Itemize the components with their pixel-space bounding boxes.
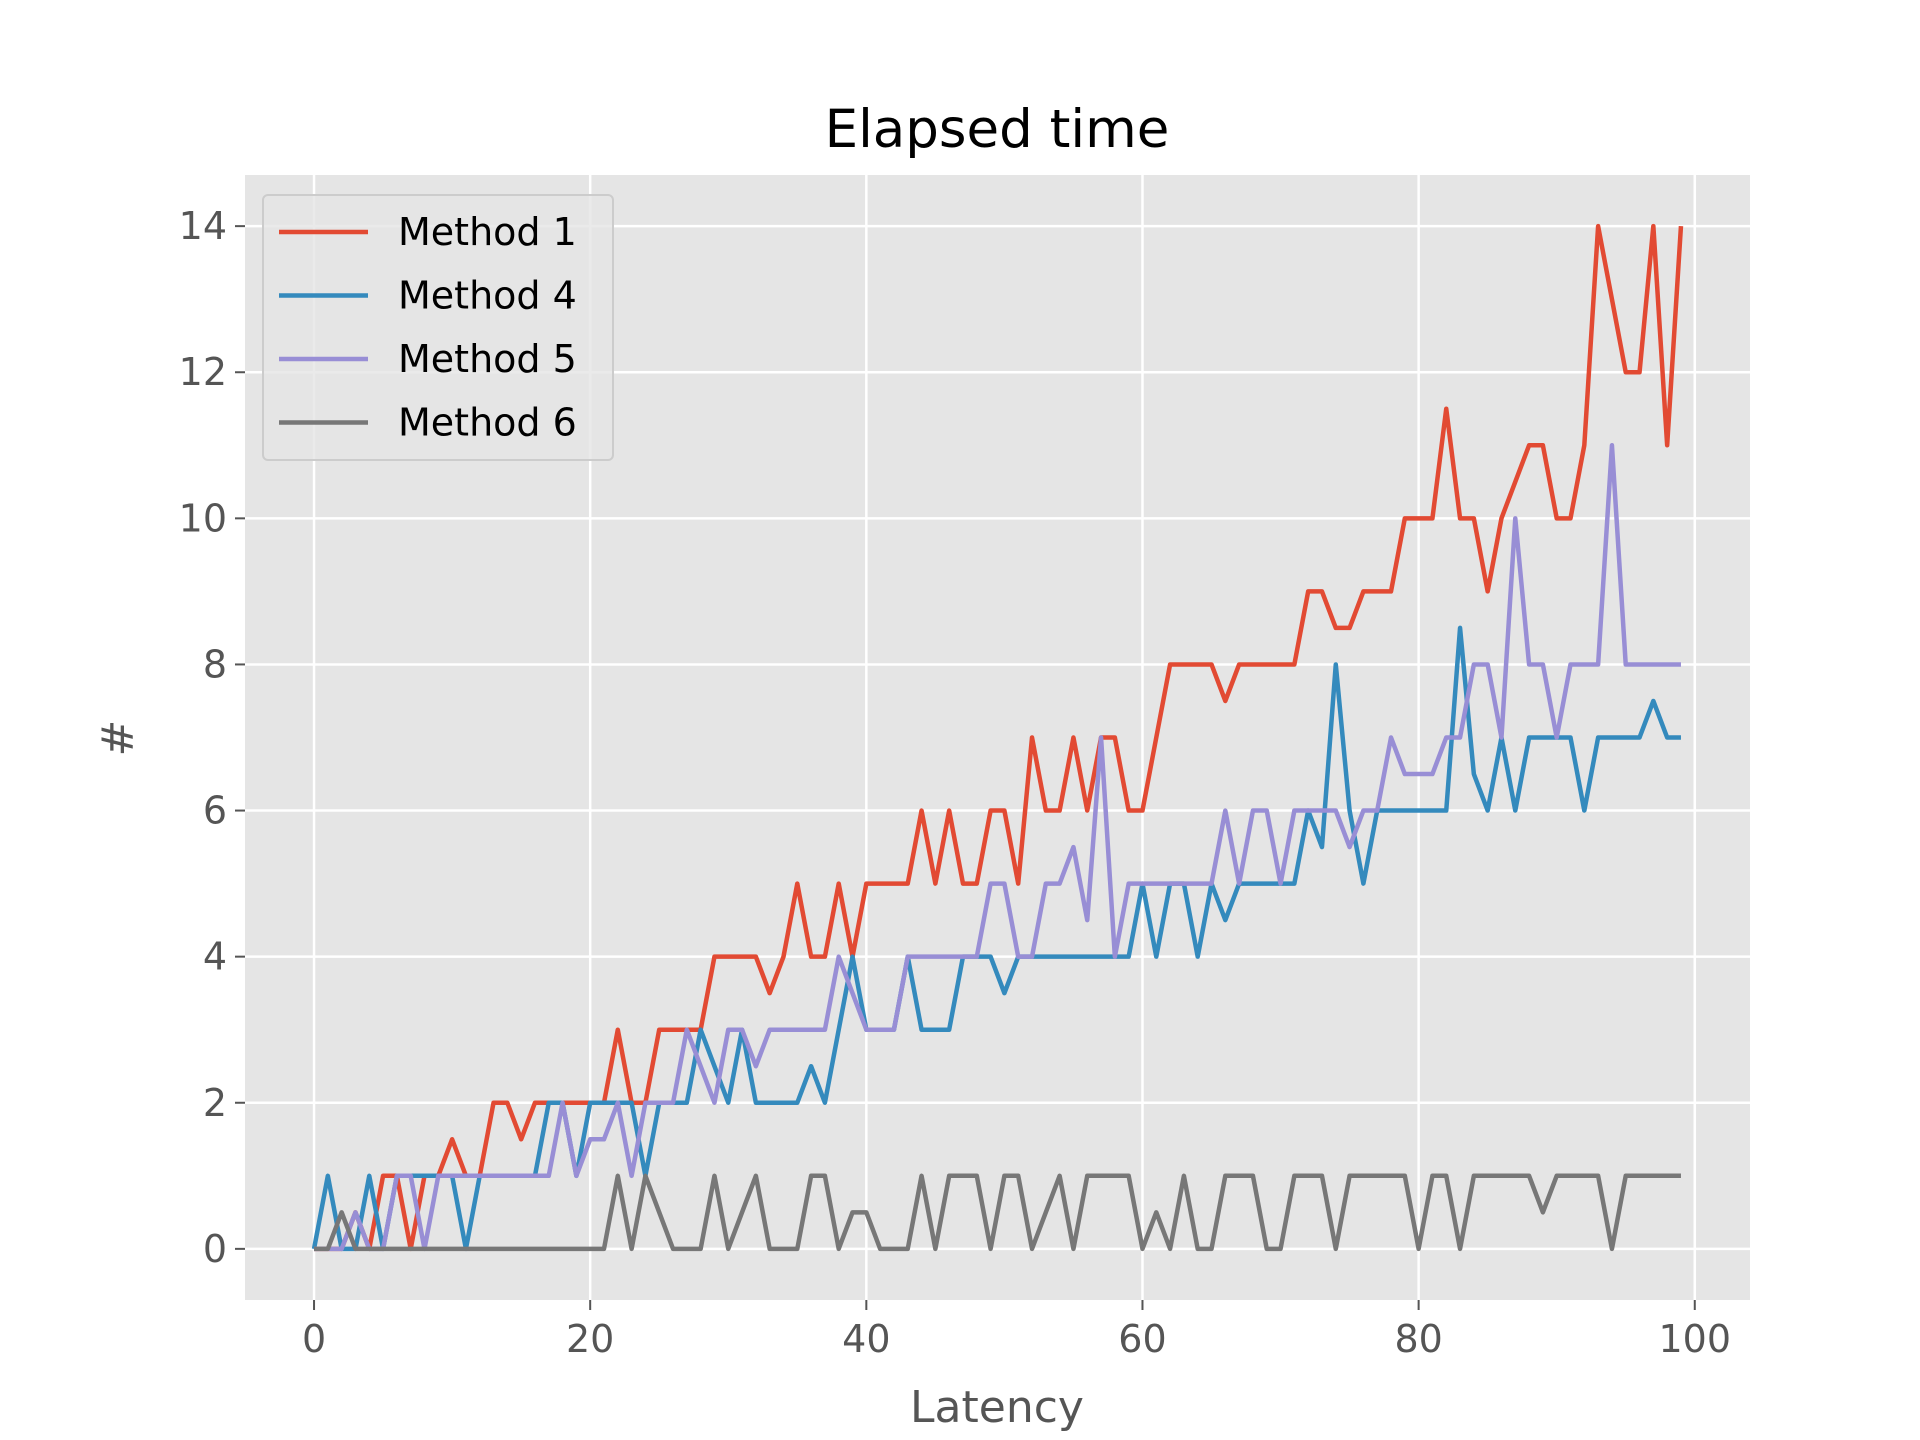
- axis-ticks: 0 20 40 60 80 100 0 2 4 6 8 10 12 14: [179, 204, 1731, 1361]
- x-tick-label: 20: [566, 1317, 614, 1361]
- y-tick-label: 4: [203, 935, 227, 979]
- x-tick-label: 60: [1118, 1317, 1166, 1361]
- series-lines: [311, 223, 1684, 1252]
- series-line-method-1: [314, 223, 1684, 1252]
- chart-title: Elapsed time: [825, 99, 1170, 160]
- y-tick-label: 2: [203, 1081, 227, 1125]
- x-axis-label: Latency: [910, 1382, 1084, 1433]
- x-tick-label: 100: [1659, 1317, 1732, 1361]
- legend: Method 1 Method 4 Method 5 Method 6: [262, 194, 614, 461]
- x-tick-label: 40: [842, 1317, 890, 1361]
- y-tick-label: 12: [179, 350, 227, 394]
- legend-label: Method 1: [398, 210, 577, 254]
- y-axis-label: #: [93, 720, 144, 757]
- legend-label: Method 4: [398, 274, 577, 318]
- y-tick-label: 0: [203, 1227, 227, 1271]
- y-tick-label: 14: [179, 204, 227, 248]
- series-line-method-3: [314, 443, 1681, 1252]
- x-tick-label: 80: [1394, 1317, 1442, 1361]
- legend-label: Method 6: [398, 401, 577, 445]
- legend-box: [262, 194, 614, 461]
- series-line-method-4: [314, 1173, 1681, 1252]
- legend-label: Method 5: [398, 337, 577, 381]
- series-line-method-2: [311, 625, 1681, 1252]
- y-tick-label: 8: [203, 642, 227, 686]
- x-tick-label: 0: [302, 1317, 326, 1361]
- y-tick-label: 10: [179, 496, 227, 540]
- y-tick-label: 6: [203, 789, 227, 833]
